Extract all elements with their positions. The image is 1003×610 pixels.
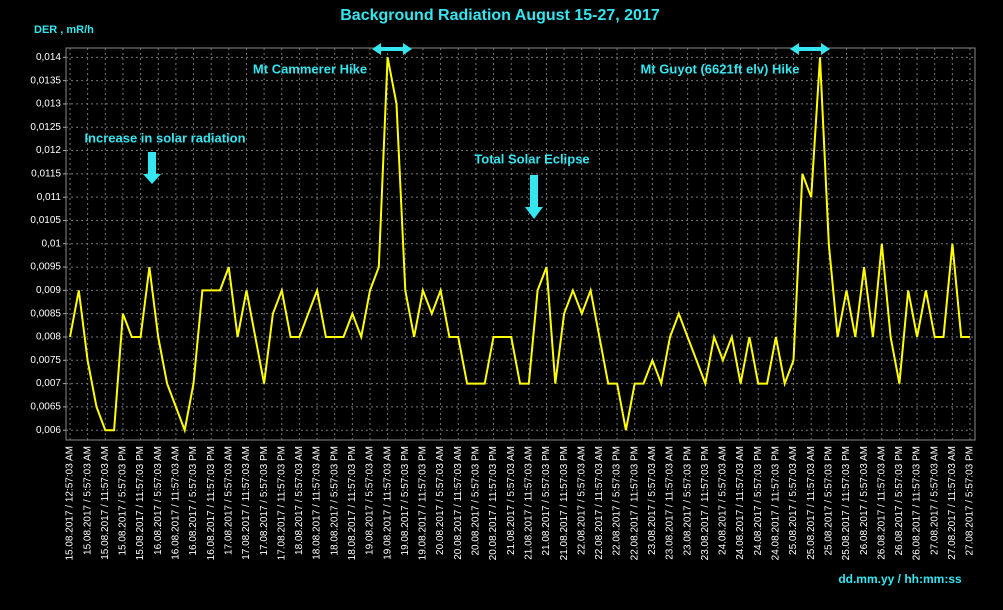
x-tick-label: 27.08.2017 / 11:57:03 AM bbox=[947, 446, 958, 560]
x-tick-label: 19.08.2017 / 11:57:03 PM bbox=[418, 446, 429, 560]
x-tick-label: 21.08.2017 / 5:57:03 PM bbox=[541, 446, 552, 556]
x-tick-label: 25.08.2017 / 5:57:03 AM bbox=[788, 446, 799, 555]
x-tick-label: 25.08.2017 / 11:57:03 PM bbox=[841, 446, 852, 560]
y-tick-label: 0,0075 bbox=[30, 355, 61, 366]
x-tick-label: 17.08.2017 / 11:57:03 AM bbox=[241, 446, 252, 560]
x-tick-label: 15.08.2017 / 5:57:03 PM bbox=[118, 446, 129, 556]
x-tick-label: 23.08.2017 / 5:57:03 AM bbox=[647, 446, 658, 555]
y-tick-label: 0,009 bbox=[36, 285, 61, 296]
x-tick-label: 17.08.2017 / 11:57:03 PM bbox=[276, 446, 287, 560]
chart-title: Background Radiation August 15-27, 2017 bbox=[340, 7, 660, 24]
x-tick-label: 23.08.2017 / 11:57:03 AM bbox=[665, 446, 676, 560]
arrow-double bbox=[790, 43, 830, 55]
y-tick-label: 0,0115 bbox=[31, 168, 61, 179]
arrow-down bbox=[525, 175, 543, 219]
y-tick-label: 0,007 bbox=[36, 378, 61, 389]
y-tick-label: 0,0095 bbox=[30, 262, 61, 273]
y-tick-label: 0,0135 bbox=[30, 75, 61, 86]
arrow-down bbox=[143, 152, 161, 184]
x-tick-label: 18.08.2017 / 11:57:03 PM bbox=[347, 446, 358, 560]
annotation-arrows bbox=[143, 43, 830, 219]
y-axis-label: DER , mR/h bbox=[34, 24, 94, 36]
x-tick-label: 27.08.2017 / 5:57:03 PM bbox=[965, 446, 976, 556]
y-tick-label: 0,01 bbox=[42, 238, 62, 249]
x-tick-label: 25.08.2017 / 5:57:03 PM bbox=[823, 446, 834, 556]
x-tick-label: 16.08.2017 / 11:57:03 PM bbox=[206, 446, 217, 560]
x-tick-label: 17.08.2017 / 5:57:03 AM bbox=[223, 446, 234, 555]
x-tick-label: 15.08.2017 / 11:57:03 PM bbox=[135, 446, 146, 560]
y-tick-label: 0,011 bbox=[37, 192, 62, 203]
x-tick-label: 19.08.2017 / 5:57:03 AM bbox=[365, 446, 376, 555]
x-tick-label: 24.08.2017 / 11:57:03 PM bbox=[771, 446, 782, 560]
x-tick-label: 17.08.2017 / 5:57:03 PM bbox=[259, 446, 270, 556]
x-tick-label: 27.08.2017 / 5:57:03 AM bbox=[929, 446, 940, 555]
y-tick-label: 0,012 bbox=[36, 145, 61, 156]
x-tick-label: 23.08.2017 / 5:57:03 PM bbox=[682, 446, 693, 556]
data-line bbox=[69, 57, 970, 434]
x-tick-label: 24.08.2017 / 5:57:03 PM bbox=[753, 446, 764, 556]
x-tick-label: 25.08.2017 / 11:57:03 AM bbox=[806, 446, 817, 560]
x-tick-label: 26.08.2017 / 11:57:03 PM bbox=[912, 446, 923, 560]
y-tick-label: 0,0125 bbox=[30, 122, 61, 133]
x-tick-label: 18.08.2017 / 11:57:03 AM bbox=[312, 446, 323, 560]
y-tick-label: 0,006 bbox=[36, 425, 61, 436]
x-tick-label: 24.08.2017 / 5:57:03 AM bbox=[718, 446, 729, 555]
x-tick-label: 22.08.2017 / 11:57:03 PM bbox=[629, 446, 640, 560]
y-tick-label: 0,014 bbox=[36, 52, 61, 63]
x-tick-label: 20.08.2017 / 5:57:03 AM bbox=[435, 446, 446, 555]
x-tick-label: 21.08.2017 / 11:57:03 AM bbox=[523, 446, 534, 560]
x-tick-label: 20.08.2017 / 11:57:03 AM bbox=[453, 446, 464, 560]
x-tick-label: 18.08.2017 / 5:57:03 PM bbox=[329, 446, 340, 556]
x-tick-label: 20.08.2017 / 11:57:03 PM bbox=[488, 446, 499, 560]
x-tick-label: 16.08.2017 / 5:57:03 AM bbox=[153, 446, 164, 555]
x-tick-label: 22.08.2017 / 11:57:03 AM bbox=[594, 446, 605, 560]
y-tick-label: 0,008 bbox=[36, 332, 61, 343]
x-tick-label: 19.08.2017 / 11:57:03 AM bbox=[382, 446, 393, 560]
x-tick-label: 15.08.2017 / 12:57:03 AM bbox=[65, 446, 76, 561]
x-tick-label: 18.08.2017 / 5:57:03 AM bbox=[294, 446, 305, 555]
x-tick-label: 21.08.2017 / 11:57:03 PM bbox=[559, 446, 570, 560]
y-tick-label: 0,0065 bbox=[30, 402, 61, 413]
x-tick-label: 22.08.2017 / 5:57:03 PM bbox=[612, 446, 623, 556]
x-tick-label: 19.08.2017 / 5:57:03 PM bbox=[400, 446, 411, 556]
y-tick-label: 0,0085 bbox=[30, 308, 61, 319]
x-tick-label: 15.08.2017 / 11:57:03 AM bbox=[100, 446, 111, 560]
x-tick-label: 26.08.2017 / 11:57:03 AM bbox=[876, 446, 887, 560]
x-tick-label: 20.08.2017 / 5:57:03 PM bbox=[471, 446, 482, 556]
annotation: Mt Guyot (6621ft elv) Hike bbox=[641, 61, 800, 76]
x-tick-label: 22.08.2017 / 5:57:03 AM bbox=[576, 446, 587, 555]
x-tick-label: 26.08.2017 / 5:57:03 AM bbox=[859, 446, 870, 555]
y-tick-label: 0,0105 bbox=[30, 215, 61, 226]
x-tick-label: 15.08.2017 / 5:57:03 AM bbox=[82, 446, 93, 555]
annotation: Total Solar Eclipse bbox=[474, 151, 589, 166]
x-tick-label: 21.08.2017 / 5:57:03 AM bbox=[506, 446, 517, 555]
annotation: Mt Cammerer Hike bbox=[253, 61, 367, 76]
y-tick-label: 0,013 bbox=[36, 99, 61, 110]
x-tick-label: 26.08.2017 / 5:57:03 PM bbox=[894, 446, 905, 556]
arrow-double bbox=[372, 43, 412, 55]
annotation: Increase in solar radiation bbox=[84, 130, 245, 145]
x-axis-label: dd.mm.yy / hh:mm:ss bbox=[838, 572, 962, 586]
x-tick-label: 24.08.2017 / 11:57:03 AM bbox=[735, 446, 746, 560]
x-tick-label: 16.08.2017 / 11:57:03 AM bbox=[171, 446, 182, 560]
x-tick-label: 16.08.2017 / 5:57:03 PM bbox=[188, 446, 199, 556]
x-tick-label: 23.08.2017 / 11:57:03 PM bbox=[700, 446, 711, 560]
